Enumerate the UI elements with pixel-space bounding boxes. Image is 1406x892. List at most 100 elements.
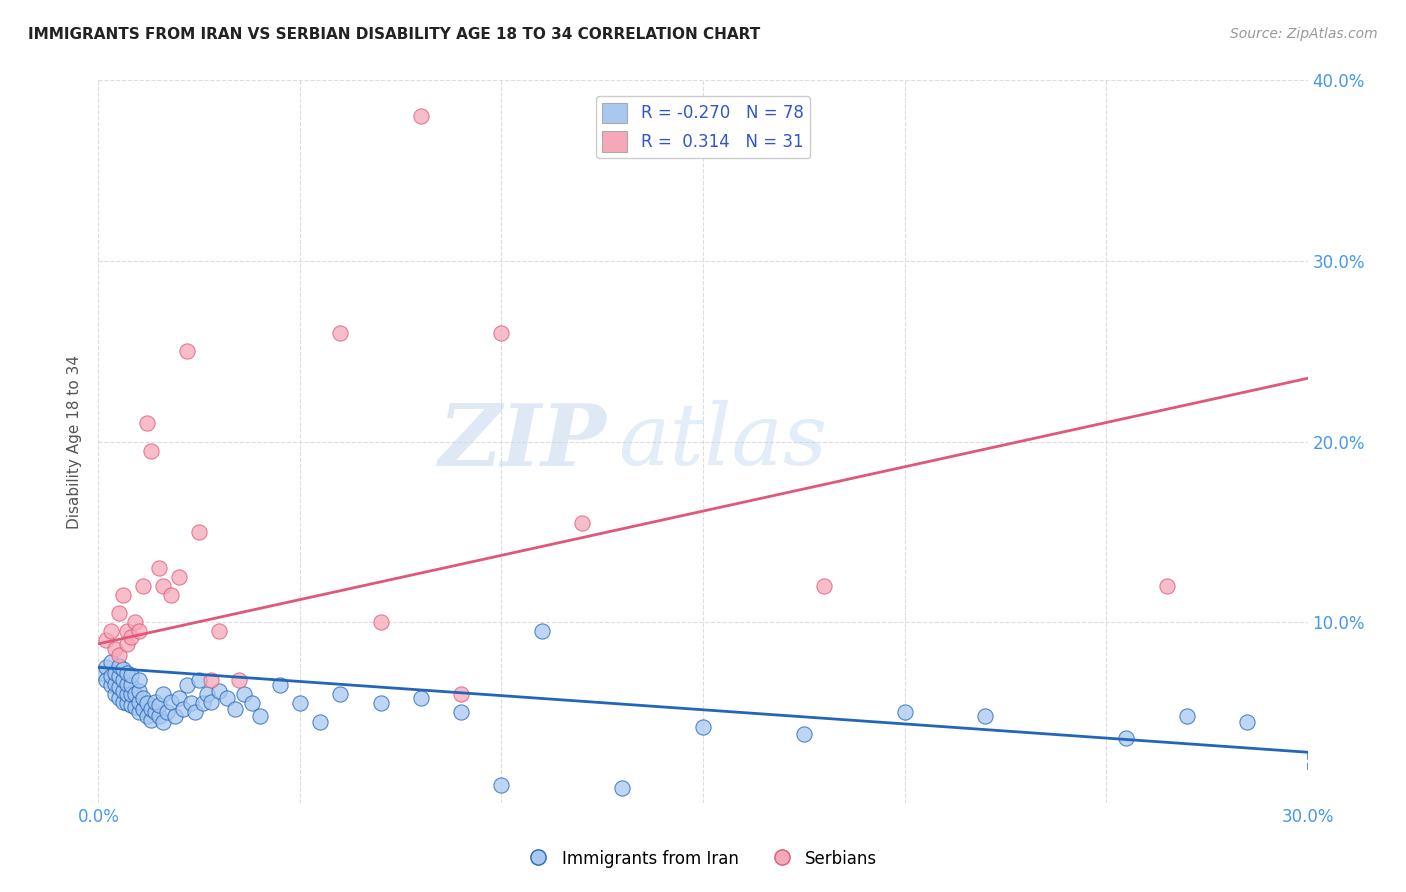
Point [111,662,134,676]
Point [974,709,997,723]
Point [115,637,138,651]
Point [167,691,190,706]
Point [188,524,211,539]
Point [409,691,432,706]
Point [120,630,142,644]
Point [107,691,129,706]
Point [160,695,183,709]
Text: ZIP: ZIP [439,400,606,483]
Point [450,687,472,701]
Point [309,714,332,729]
Point [269,678,291,692]
Point [111,588,134,602]
Point [893,706,915,720]
Point [193,697,215,711]
Point [103,665,125,680]
Text: IMMIGRANTS FROM IRAN VS SERBIAN DISABILITY AGE 18 TO 34 CORRELATION CHART: IMMIGRANTS FROM IRAN VS SERBIAN DISABILI… [28,27,761,42]
Point [107,606,129,620]
Y-axis label: Disability Age 18 to 34: Disability Age 18 to 34 [67,354,83,529]
Point [100,655,122,669]
Point [120,678,142,692]
Point [612,781,634,796]
Point [571,516,593,530]
Point [224,702,246,716]
Point [176,678,198,692]
Point [1236,714,1258,729]
Point [200,673,222,687]
Point [107,680,129,694]
Point [288,697,311,711]
Point [128,695,150,709]
Point [124,615,146,630]
Point [120,698,142,713]
Point [111,695,134,709]
Point [115,676,138,690]
Point [152,687,174,701]
Point [163,709,186,723]
Point [208,624,231,639]
Point [107,648,129,662]
Text: Source: ZipAtlas.com: Source: ZipAtlas.com [1230,27,1378,41]
Point [188,673,211,687]
Point [1156,579,1178,593]
Point [91,665,114,680]
Point [132,702,155,716]
Point [100,624,122,639]
Point [160,588,183,602]
Point [176,344,198,359]
Point [143,706,166,720]
Point [329,326,352,340]
Legend: R = -0.270   N = 78, R =  0.314   N = 31: R = -0.270 N = 78, R = 0.314 N = 31 [596,95,810,158]
Point [200,695,222,709]
Point [249,709,271,723]
Point [228,673,250,687]
Point [128,706,150,720]
Point [115,697,138,711]
Point [135,417,157,431]
Point [1115,731,1137,745]
Point [115,687,138,701]
Point [132,691,155,706]
Point [124,687,146,701]
Point [409,109,432,123]
Text: atlas: atlas [619,401,828,483]
Point [96,660,118,674]
Point [208,683,231,698]
Point [115,665,138,680]
Point [107,669,129,683]
Point [100,678,122,692]
Point [139,443,162,458]
Point [128,673,150,687]
Point [111,683,134,698]
Point [120,687,142,701]
Point [180,697,202,711]
Point [100,669,122,683]
Point [370,697,392,711]
Point [1175,709,1198,723]
Point [143,695,166,709]
Point [217,691,239,706]
Point [128,683,150,698]
Point [329,687,352,701]
Point [152,714,174,729]
Point [139,702,162,716]
Point [128,624,150,639]
Point [120,667,142,681]
Point [450,706,472,720]
Point [491,778,513,792]
Point [530,624,553,639]
Point [184,706,207,720]
Point [96,673,118,687]
Point [148,698,170,713]
Point [115,624,138,639]
Point [692,720,714,734]
Point [167,570,190,584]
Point [103,676,125,690]
Point [107,658,129,673]
Point [96,633,118,648]
Point [124,700,146,714]
Point [132,579,155,593]
Legend: Immigrants from Iran, Serbians: Immigrants from Iran, Serbians [522,843,884,875]
Point [172,702,194,716]
Point [156,706,179,720]
